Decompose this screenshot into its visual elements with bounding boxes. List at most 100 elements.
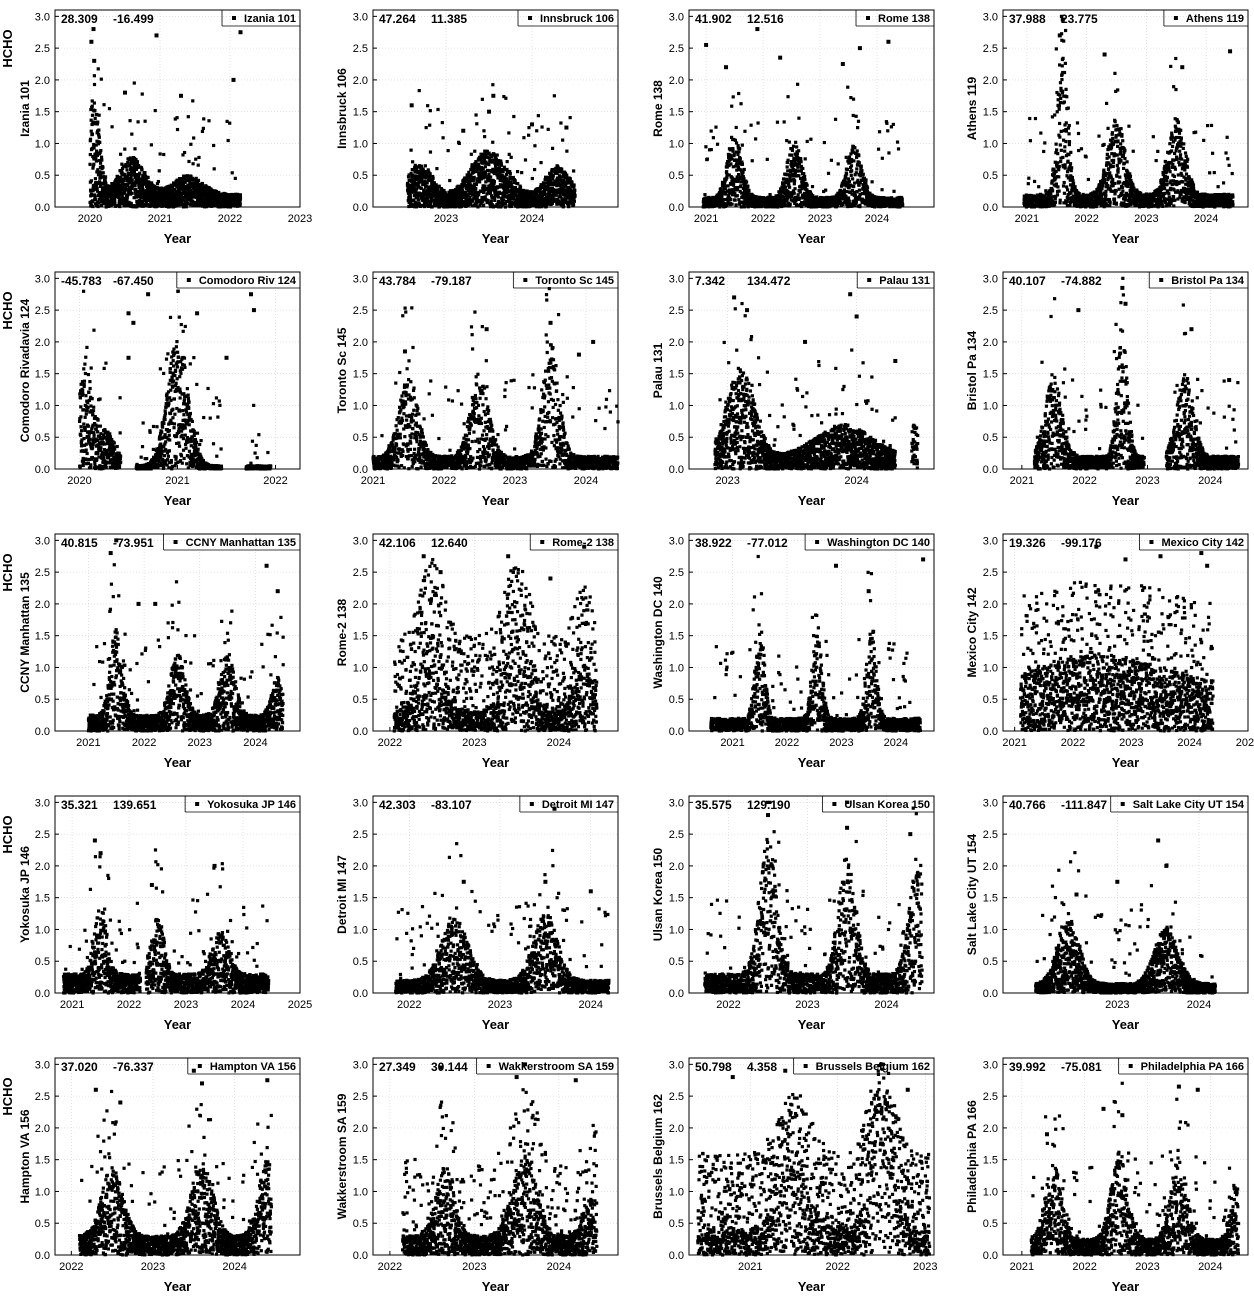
data-point [732,95,735,98]
data-point [144,120,147,123]
data-point [853,146,856,149]
data-point [101,166,104,169]
y-tick-label: 2.5 [35,43,50,55]
data-point [512,115,515,118]
data-point [490,200,493,203]
data-point [533,168,536,171]
x-tick-label: 2021 [148,213,172,225]
data-point [448,179,451,182]
data-point [792,174,795,177]
data-point [850,164,853,167]
data-point [857,120,860,123]
shared-y-label: HCHO [0,29,15,67]
data-point [857,154,860,157]
data-point [535,129,538,132]
data-point [493,199,496,202]
data-point [562,204,565,207]
data-point [473,150,476,153]
data-point [776,121,779,124]
data-point [493,180,496,183]
data-point [425,126,428,129]
data-point [540,125,543,128]
data-point [792,145,795,148]
data-point [409,149,412,152]
data-point [131,179,134,182]
data-point [96,187,99,190]
latitude-label: 28.309 [61,12,98,26]
data-point [794,141,797,144]
data-point [202,117,205,120]
data-point [95,150,98,153]
data-point [824,189,827,192]
data-point [520,171,523,174]
outlier-point [92,59,96,63]
data-point [864,181,867,184]
data-point [441,121,444,124]
data-point [140,168,143,171]
data-point [504,97,507,100]
data-point [802,172,805,175]
data-point [88,163,91,166]
data-point [483,135,486,138]
data-point [803,178,806,181]
outlier-point [530,122,534,126]
data-point [418,89,421,92]
data-point [507,190,510,193]
data-point [150,143,153,146]
data-point [537,114,540,117]
data-point [703,193,706,196]
legend-marker [232,16,236,20]
data-point [125,165,128,168]
outlier-point [232,78,236,82]
data-point [441,136,444,139]
data-point [731,150,734,153]
data-point [706,158,709,161]
data-point [845,190,848,193]
data-point [738,147,741,150]
data-point [573,194,576,197]
y-tick-label: 1.0 [353,138,368,150]
data-point [745,181,748,184]
data-point [866,186,869,189]
data-point [482,203,485,206]
data-point [207,119,210,122]
data-point [533,144,536,147]
data-point [559,121,562,124]
data-point [754,137,757,140]
data-point [100,156,103,159]
data-point [500,164,503,167]
y-tick-label: 1.0 [35,138,50,150]
data-point [192,136,195,139]
data-point [527,126,530,129]
data-point [473,177,476,180]
data-point [478,180,481,183]
data-point [855,167,858,170]
data-point [482,129,485,132]
data-point [197,164,200,167]
data-point [509,172,512,175]
data-point [436,108,439,111]
data-point [447,149,450,152]
data-point [189,143,192,146]
data-point [158,169,161,172]
data-point [855,115,858,118]
data-point [104,175,107,178]
data-point [125,168,128,171]
data-point [239,196,242,199]
data-point [848,180,851,183]
legend: Izania 101 [222,10,300,26]
data-point [830,159,833,162]
data-point [796,83,799,86]
data-point [788,186,791,189]
data-point [162,153,165,156]
data-point [506,160,509,163]
y-tick-label: 1.5 [353,107,368,119]
data-point [227,139,230,142]
data-point [428,124,431,127]
data-point [786,95,789,98]
data-point [736,194,739,197]
data-point [789,203,792,206]
y-tick-label: 2.5 [353,43,368,55]
